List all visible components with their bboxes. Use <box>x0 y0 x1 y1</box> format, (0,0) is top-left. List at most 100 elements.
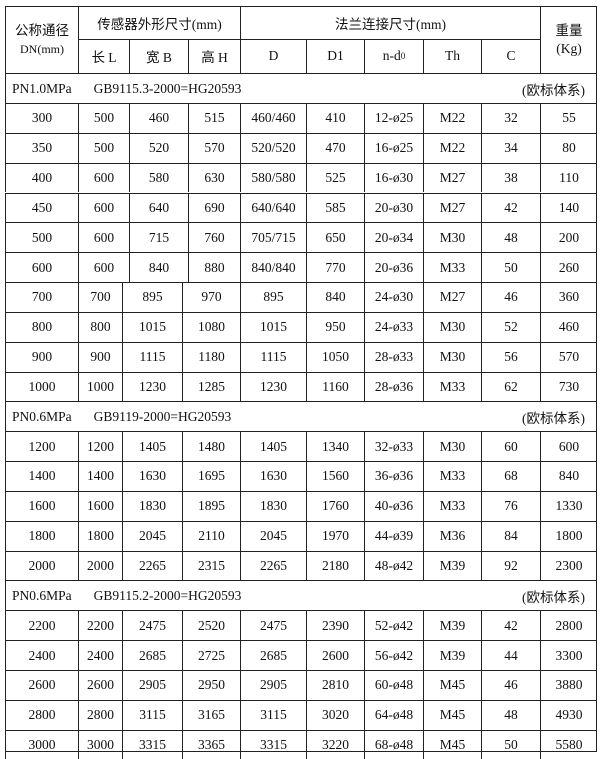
cell-value: 2950 <box>198 677 225 693</box>
table-cell: 32 <box>481 102 540 133</box>
table-cell: 1230 <box>240 371 306 402</box>
table-cell: 450 <box>5 192 78 223</box>
cell-value: 2200 <box>28 617 56 633</box>
cell-value: M36 <box>439 528 466 544</box>
table-cell: 2045 <box>240 520 306 551</box>
table-cell: 1800 <box>540 520 597 551</box>
table-cell: 1015 <box>122 311 182 342</box>
cell-value: M27 <box>439 199 466 215</box>
table-cell: 1970 <box>306 520 364 551</box>
table-cell: M33 <box>423 490 481 521</box>
table-cell: 42 <box>481 192 540 223</box>
table-cell: 2110 <box>182 520 240 551</box>
cell-value: 20-ø36 <box>374 259 414 275</box>
cell-value: M27 <box>439 170 466 186</box>
cell-value: 92 <box>504 557 518 573</box>
cell-value: 1630 <box>260 468 287 484</box>
table-cell: 2600 <box>306 640 364 670</box>
cell-value: 2475 <box>260 617 287 633</box>
table-cell: M27 <box>423 192 481 223</box>
section-standard: PN1.0MPa GB9115.3-2000=HG20593 <box>12 81 263 97</box>
cell-value: 525 <box>325 170 346 186</box>
cell-value: 48-ø42 <box>374 557 414 573</box>
table-cell: 1115 <box>240 341 306 372</box>
table-cell: 2475 <box>240 610 306 641</box>
cell-value: 580/580 <box>251 170 296 186</box>
cell-value: 2800 <box>28 707 56 723</box>
cell-value: 38 <box>504 170 518 186</box>
table-cell: 3115 <box>122 699 182 730</box>
cell-value: 3880 <box>555 677 583 693</box>
table-cell: 460 <box>540 311 597 342</box>
cell-value: 2685 <box>260 647 287 663</box>
cell-value: 52-ø42 <box>374 617 414 633</box>
table-cell: 1115 <box>122 341 182 372</box>
table-cell: 520/520 <box>240 132 306 163</box>
flange-standard: GB9115.2-2000=HG20593 <box>93 587 242 603</box>
cell-value: 48 <box>504 707 518 723</box>
cell-value: 600 <box>93 229 115 245</box>
table-cell: 520 <box>129 132 188 163</box>
cell-value: 1340 <box>322 438 349 454</box>
cell-value: 2180 <box>322 557 349 573</box>
cell-value: 2725 <box>198 647 225 663</box>
cell-value: 460 <box>558 319 580 335</box>
cell-value: 770 <box>325 259 346 275</box>
cell-value: M30 <box>439 319 466 335</box>
cell-value: 970 <box>201 289 222 305</box>
cell-value: 600 <box>31 259 53 275</box>
table-cell: 20-ø34 <box>364 222 423 253</box>
table-cell: 585 <box>306 192 364 223</box>
cell-value: 1695 <box>198 468 225 484</box>
standard-system: (欧标体系) <box>522 589 585 605</box>
cell-value: 1970 <box>322 528 349 544</box>
table-cell: 630 <box>188 162 240 193</box>
cell-value: 1630 <box>139 468 166 484</box>
cell-value: 60-ø48 <box>374 677 414 693</box>
cell-value: 260 <box>558 259 580 275</box>
table-cell: 2400 <box>78 640 122 670</box>
table-cell: 62 <box>481 371 540 402</box>
cell-value: 840/840 <box>251 259 296 275</box>
table-cell: 3220 <box>306 729 364 759</box>
cell-value: 400 <box>31 170 53 186</box>
cell-value: 895 <box>263 289 284 305</box>
table-cell: 1080 <box>182 311 240 342</box>
table-cell: 36-ø36 <box>364 461 423 491</box>
table-cell: 56 <box>481 341 540 372</box>
cell-value: 20-ø30 <box>374 199 414 215</box>
table-cell: 2315 <box>182 550 240 581</box>
column-header-label: D <box>268 48 279 64</box>
cell-value: 600 <box>93 259 115 275</box>
cell-value: 3315 <box>260 737 287 753</box>
cell-value: 28-ø33 <box>374 349 414 365</box>
cell-value: 700 <box>31 289 53 305</box>
cell-value: 2685 <box>139 647 166 663</box>
table-cell: 1330 <box>540 490 597 521</box>
column-header: 宽 B <box>129 38 188 74</box>
cell-value: M22 <box>439 140 466 156</box>
table-cell: 1285 <box>182 371 240 402</box>
table-cell: 1230 <box>122 371 182 402</box>
cell-value: 2475 <box>139 617 166 633</box>
table-cell: 3315 <box>240 729 306 759</box>
table-cell: 770 <box>306 252 364 282</box>
table-cell: M33 <box>423 371 481 402</box>
table-cell: 840 <box>540 461 597 491</box>
cell-value: 1480 <box>198 438 225 454</box>
table-cell: 2265 <box>240 550 306 581</box>
table-cell: M27 <box>423 162 481 193</box>
table-cell: M39 <box>423 610 481 641</box>
cell-value: 2000 <box>87 557 114 573</box>
cell-value: 2000 <box>28 557 56 573</box>
cell-value: 50 <box>504 259 518 275</box>
table-cell: 2800 <box>5 699 78 730</box>
column-header-label: 宽 B <box>146 50 172 66</box>
table-cell: 38 <box>481 162 540 193</box>
table-cell: M30 <box>423 431 481 462</box>
cell-value: 32 <box>504 110 518 126</box>
table-cell: 68-ø48 <box>364 729 423 759</box>
cell-value: 76 <box>504 498 518 514</box>
table-cell: 2475 <box>122 610 182 641</box>
column-header: D1 <box>306 38 364 74</box>
